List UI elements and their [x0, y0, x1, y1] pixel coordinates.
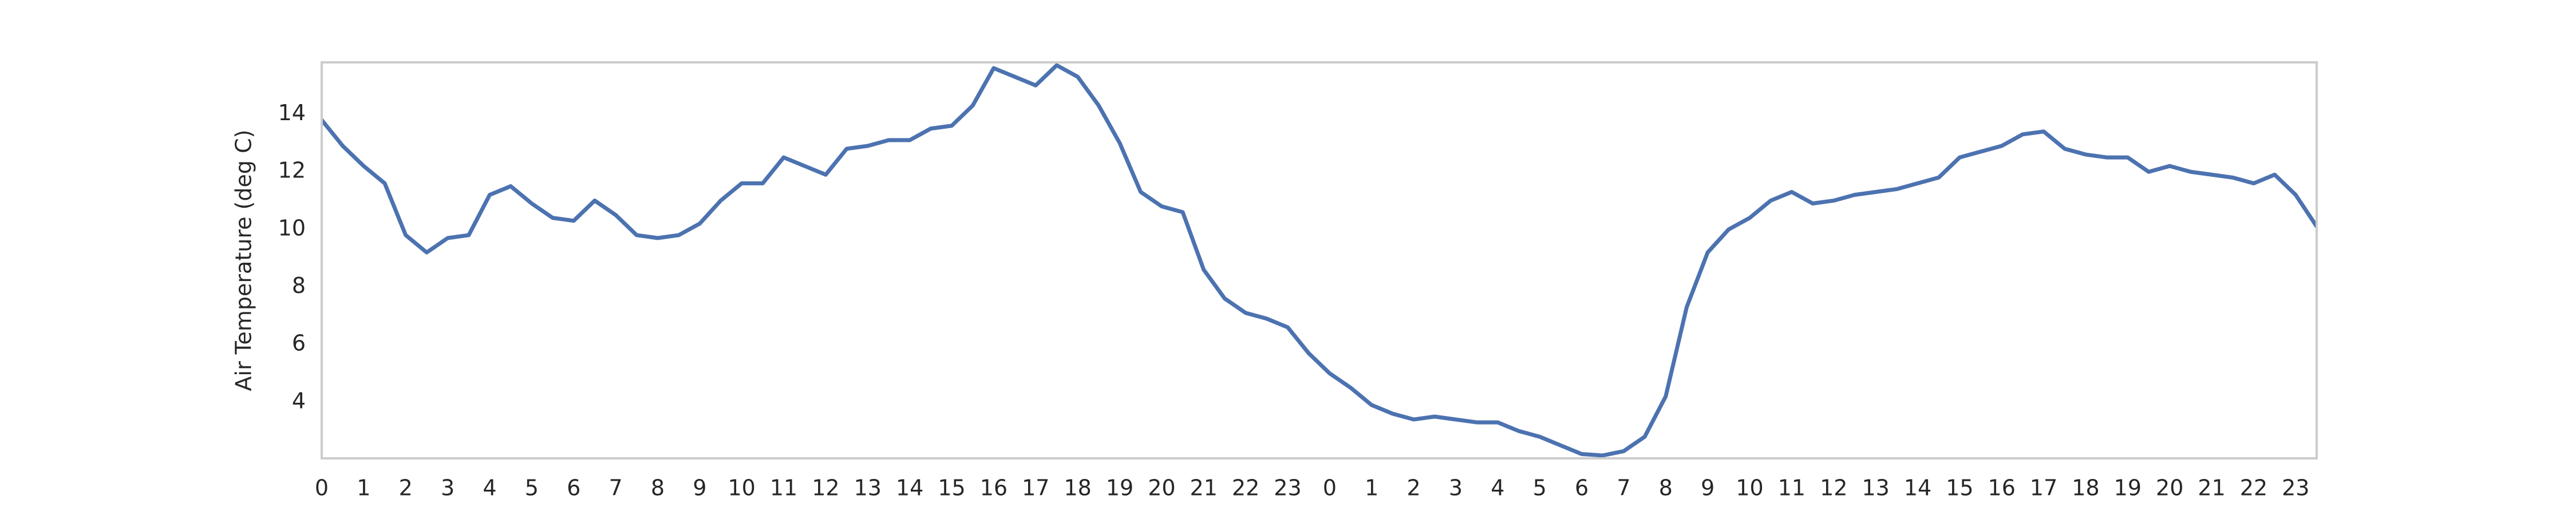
x-tick-label: 19 — [2114, 476, 2142, 501]
x-tick-label: 9 — [1701, 476, 1714, 501]
x-tick-label: 20 — [2156, 476, 2183, 501]
x-tick-label: 23 — [1274, 476, 1301, 501]
x-tick-label: 22 — [2240, 476, 2267, 501]
x-tick-label: 0 — [315, 476, 329, 501]
x-tick-label: 11 — [1778, 476, 1805, 501]
x-tick-label: 5 — [1533, 476, 1547, 501]
y-axis-label: Air Temperature (deg C) — [231, 130, 256, 391]
x-tick-label: 13 — [854, 476, 882, 501]
x-tick-label: 16 — [980, 476, 1008, 501]
x-tick-label: 11 — [770, 476, 797, 501]
x-tick-label: 7 — [1617, 476, 1630, 501]
x-tick-label: 9 — [693, 476, 706, 501]
x-tick-label: 1 — [1365, 476, 1378, 501]
y-tick-label: 10 — [278, 215, 306, 240]
x-tick-label: 14 — [896, 476, 923, 501]
x-tick-label: 8 — [1659, 476, 1673, 501]
x-tick-label: 16 — [1988, 476, 2016, 501]
x-tick-label: 21 — [1190, 476, 1218, 501]
x-tick-label: 4 — [483, 476, 496, 501]
y-tick-label: 14 — [278, 100, 306, 125]
y-tick-label: 4 — [292, 388, 306, 413]
x-tick-label: 1 — [357, 476, 370, 501]
x-tick-label: 15 — [938, 476, 965, 501]
x-tick-label: 17 — [2030, 476, 2057, 501]
x-tick-label: 3 — [1449, 476, 1463, 501]
x-tick-label: 4 — [1491, 476, 1504, 501]
x-tick-label: 17 — [1022, 476, 1049, 501]
x-tick-label: 8 — [651, 476, 665, 501]
y-tick-label: 8 — [292, 273, 306, 298]
x-tick-label: 21 — [2198, 476, 2225, 501]
x-tick-label: 23 — [2282, 476, 2309, 501]
x-tick-label: 19 — [1106, 476, 1133, 501]
x-tick-label: 6 — [567, 476, 580, 501]
x-tick-label: 14 — [1904, 476, 1931, 501]
line — [322, 63, 2317, 458]
x-tick-label: 10 — [728, 476, 756, 501]
x-tick-label: 3 — [441, 476, 455, 501]
x-tick-label: 2 — [1406, 476, 1420, 501]
x-tick-label: 18 — [1064, 476, 1091, 501]
y-tick-label: 12 — [278, 158, 306, 183]
x-tick-label: 15 — [1946, 476, 1973, 501]
x-tick-label: 13 — [1862, 476, 1889, 501]
x-tick-label: 10 — [1736, 476, 1763, 501]
x-tick-label: 0 — [1323, 476, 1337, 501]
plot-frame — [321, 61, 2318, 459]
y-tick-label: 6 — [292, 331, 306, 356]
x-tick-label: 7 — [609, 476, 622, 501]
x-tick-label: 12 — [1820, 476, 1847, 501]
x-tick-label: 20 — [1148, 476, 1175, 501]
x-tick-label: 22 — [1232, 476, 1259, 501]
x-tick-label: 18 — [2072, 476, 2099, 501]
x-tick-label: 12 — [812, 476, 839, 501]
x-tick-label: 5 — [525, 476, 539, 501]
x-tick-label: 6 — [1575, 476, 1589, 501]
x-tick-label: 2 — [399, 476, 413, 501]
